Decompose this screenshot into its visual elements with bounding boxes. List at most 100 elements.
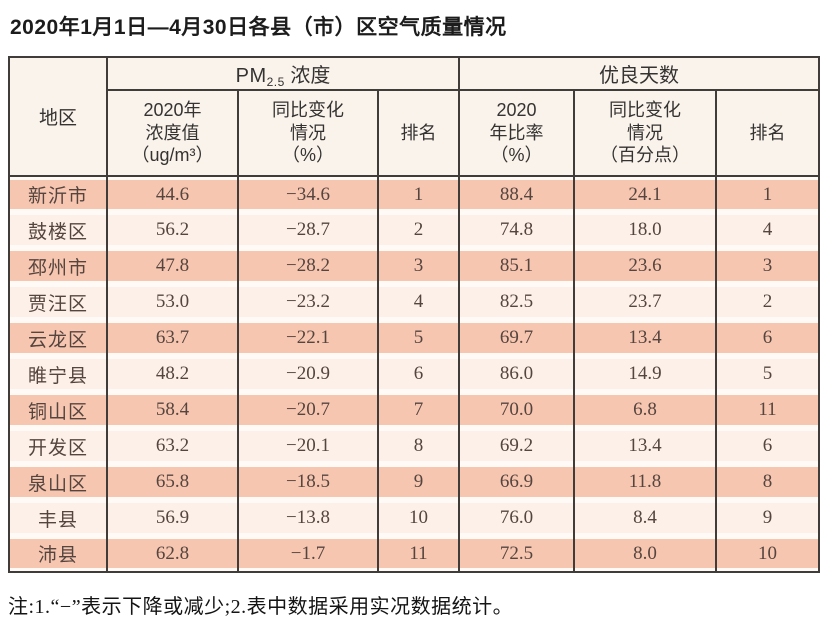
good-rank-cell: 6 <box>715 320 821 356</box>
table-row: 新沂市 44.6 −34.6 1 88.4 24.1 1 <box>8 176 821 212</box>
table-row: 开发区 63.2 −20.1 8 69.2 13.4 6 <box>8 428 821 464</box>
pm-rank-cell: 6 <box>376 356 461 392</box>
pm-change-cell: −28.7 <box>237 212 379 248</box>
pm-rank-cell: 2 <box>376 212 461 248</box>
good-change-cell: 8.0 <box>573 536 718 572</box>
pm-change-cell: −1.7 <box>237 536 379 572</box>
column-header-pm-rank: 排名 <box>376 90 461 177</box>
column-header-good-change: 同比变化 情况 （百分点） <box>573 90 718 177</box>
group-header-pm25: PM2.5 浓度 <box>105 57 461 91</box>
page-title: 2020年1月1日—4月30日各县（市）区空气质量情况 <box>10 16 507 39</box>
table-row: 云龙区 63.7 −22.1 5 69.7 13.4 6 <box>8 320 821 356</box>
region-cell: 泉山区 <box>8 464 108 500</box>
pm-value-cell: 44.6 <box>106 176 239 212</box>
good-change-cell: 24.1 <box>573 176 718 212</box>
good-rate-cell: 69.2 <box>458 428 576 464</box>
column-header-good-rank: 排名 <box>715 90 821 177</box>
air-quality-table: 地区 PM2.5 浓度 优良天数 2020年 浓度值 （ug/m³） 同比变化 情… <box>8 56 821 573</box>
good-rate-cell: 76.0 <box>458 500 576 536</box>
good-rate-cell: 74.8 <box>458 212 576 248</box>
table-header: 地区 PM2.5 浓度 优良天数 2020年 浓度值 （ug/m³） 同比变化 情… <box>8 57 821 177</box>
subheader-row: 2020年 浓度值 （ug/m³） 同比变化 情况 （%） 排名 2020 年比率 （… <box>9 90 821 177</box>
good-rate-cell: 85.1 <box>458 248 576 284</box>
good-rate-cell: 70.0 <box>458 392 576 428</box>
pm-rank-cell: 1 <box>376 176 461 212</box>
good-rate-cell: 86.0 <box>458 356 576 392</box>
good-rank-cell: 8 <box>715 464 821 500</box>
table-row: 丰县 56.9 −13.8 10 76.0 8.4 9 <box>8 500 821 536</box>
region-cell: 新沂市 <box>8 176 108 212</box>
pm-rank-cell: 4 <box>376 284 461 320</box>
pm-value-cell: 56.9 <box>106 500 239 536</box>
good-rank-cell: 10 <box>715 536 821 572</box>
table-row: 睢宁县 48.2 −20.9 6 86.0 14.9 5 <box>8 356 821 392</box>
good-rank-cell: 4 <box>715 212 821 248</box>
good-change-cell: 18.0 <box>573 212 718 248</box>
table-row: 邳州市 47.8 −28.2 3 85.1 23.6 3 <box>8 248 821 284</box>
good-change-cell: 23.6 <box>573 248 718 284</box>
table-row: 沛县 62.8 −1.7 11 72.5 8.0 10 <box>8 536 821 572</box>
pm-change-cell: −20.9 <box>237 356 379 392</box>
good-rank-cell: 6 <box>715 428 821 464</box>
pm-rank-cell: 10 <box>376 500 461 536</box>
good-rate-cell: 72.5 <box>458 536 576 572</box>
column-header-pm-value: 2020年 浓度值 （ug/m³） <box>106 90 239 177</box>
good-rate-cell: 66.9 <box>458 464 576 500</box>
pm-change-cell: −20.7 <box>237 392 379 428</box>
column-header-pm-change: 同比变化 情况 （%） <box>237 90 379 177</box>
pm-value-cell: 47.8 <box>106 248 239 284</box>
pm-change-cell: −28.2 <box>237 248 379 284</box>
good-rank-cell: 3 <box>715 248 821 284</box>
table-row: 铜山区 58.4 −20.7 7 70.0 6.8 11 <box>8 392 821 428</box>
region-cell: 开发区 <box>8 428 108 464</box>
table-row: 泉山区 65.8 −18.5 9 66.9 11.8 8 <box>8 464 821 500</box>
good-change-cell: 14.9 <box>573 356 718 392</box>
good-change-cell: 13.4 <box>573 428 718 464</box>
pm-rank-cell: 7 <box>376 392 461 428</box>
region-cell: 邳州市 <box>8 248 108 284</box>
good-rank-cell: 9 <box>715 500 821 536</box>
region-cell: 睢宁县 <box>8 356 108 392</box>
footnote: 注:1.“−”表示下降或减少;2.表中数据采用实况数据统计。 <box>8 596 514 618</box>
good-rate-cell: 69.7 <box>458 320 576 356</box>
pm-value-cell: 56.2 <box>106 212 239 248</box>
pm-value-cell: 58.4 <box>106 392 239 428</box>
region-cell: 沛县 <box>8 536 108 572</box>
column-header-region: 地区 <box>8 57 108 177</box>
pm-change-cell: −13.8 <box>237 500 379 536</box>
pm25-label-prefix: PM <box>235 64 267 87</box>
pm-rank-cell: 3 <box>376 248 461 284</box>
pm25-label-suffix: 浓度 <box>284 64 331 87</box>
good-rank-cell: 2 <box>715 284 821 320</box>
pm-value-cell: 62.8 <box>106 536 239 572</box>
pm-value-cell: 63.2 <box>106 428 239 464</box>
pm-change-cell: −20.1 <box>237 428 379 464</box>
table-body: 新沂市 44.6 −34.6 1 88.4 24.1 1 鼓楼区 56.2 −28.7 2 74.8 1… <box>8 176 821 572</box>
table-row: 贾汪区 53.0 −23.2 4 82.5 23.7 2 <box>8 284 821 320</box>
good-rank-cell: 1 <box>715 176 821 212</box>
pm-value-cell: 63.7 <box>106 320 239 356</box>
good-rank-cell: 11 <box>715 392 821 428</box>
good-change-cell: 11.8 <box>573 464 718 500</box>
pm-value-cell: 65.8 <box>106 464 239 500</box>
pm-rank-cell: 5 <box>376 320 461 356</box>
good-change-cell: 8.4 <box>573 500 718 536</box>
pm-change-cell: −23.2 <box>237 284 379 320</box>
region-cell: 鼓楼区 <box>8 212 108 248</box>
table-row: 鼓楼区 56.2 −28.7 2 74.8 18.0 4 <box>8 212 821 248</box>
good-change-cell: 13.4 <box>573 320 718 356</box>
column-header-good-rate: 2020 年比率 （%） <box>458 90 576 177</box>
good-rank-cell: 5 <box>715 356 821 392</box>
region-cell: 贾汪区 <box>8 284 108 320</box>
group-header-good-days: 优良天数 <box>458 57 821 91</box>
good-change-cell: 6.8 <box>573 392 718 428</box>
pm-change-cell: −34.6 <box>237 176 379 212</box>
pm-value-cell: 53.0 <box>106 284 239 320</box>
page: 2020年1月1日—4月30日各县（市）区空气质量情况 地区 PM2.5 浓度 … <box>0 11 825 619</box>
pm25-label-subscript: 2.5 <box>266 74 285 89</box>
good-rate-cell: 88.4 <box>458 176 576 212</box>
region-cell: 铜山区 <box>8 392 108 428</box>
pm-rank-cell: 11 <box>376 536 461 572</box>
pm-value-cell: 48.2 <box>106 356 239 392</box>
good-rate-cell: 82.5 <box>458 284 576 320</box>
